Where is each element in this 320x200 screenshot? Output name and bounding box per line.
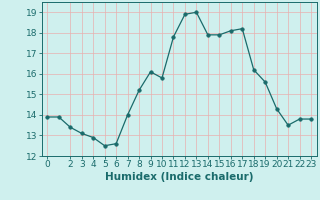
X-axis label: Humidex (Indice chaleur): Humidex (Indice chaleur) — [105, 172, 253, 182]
